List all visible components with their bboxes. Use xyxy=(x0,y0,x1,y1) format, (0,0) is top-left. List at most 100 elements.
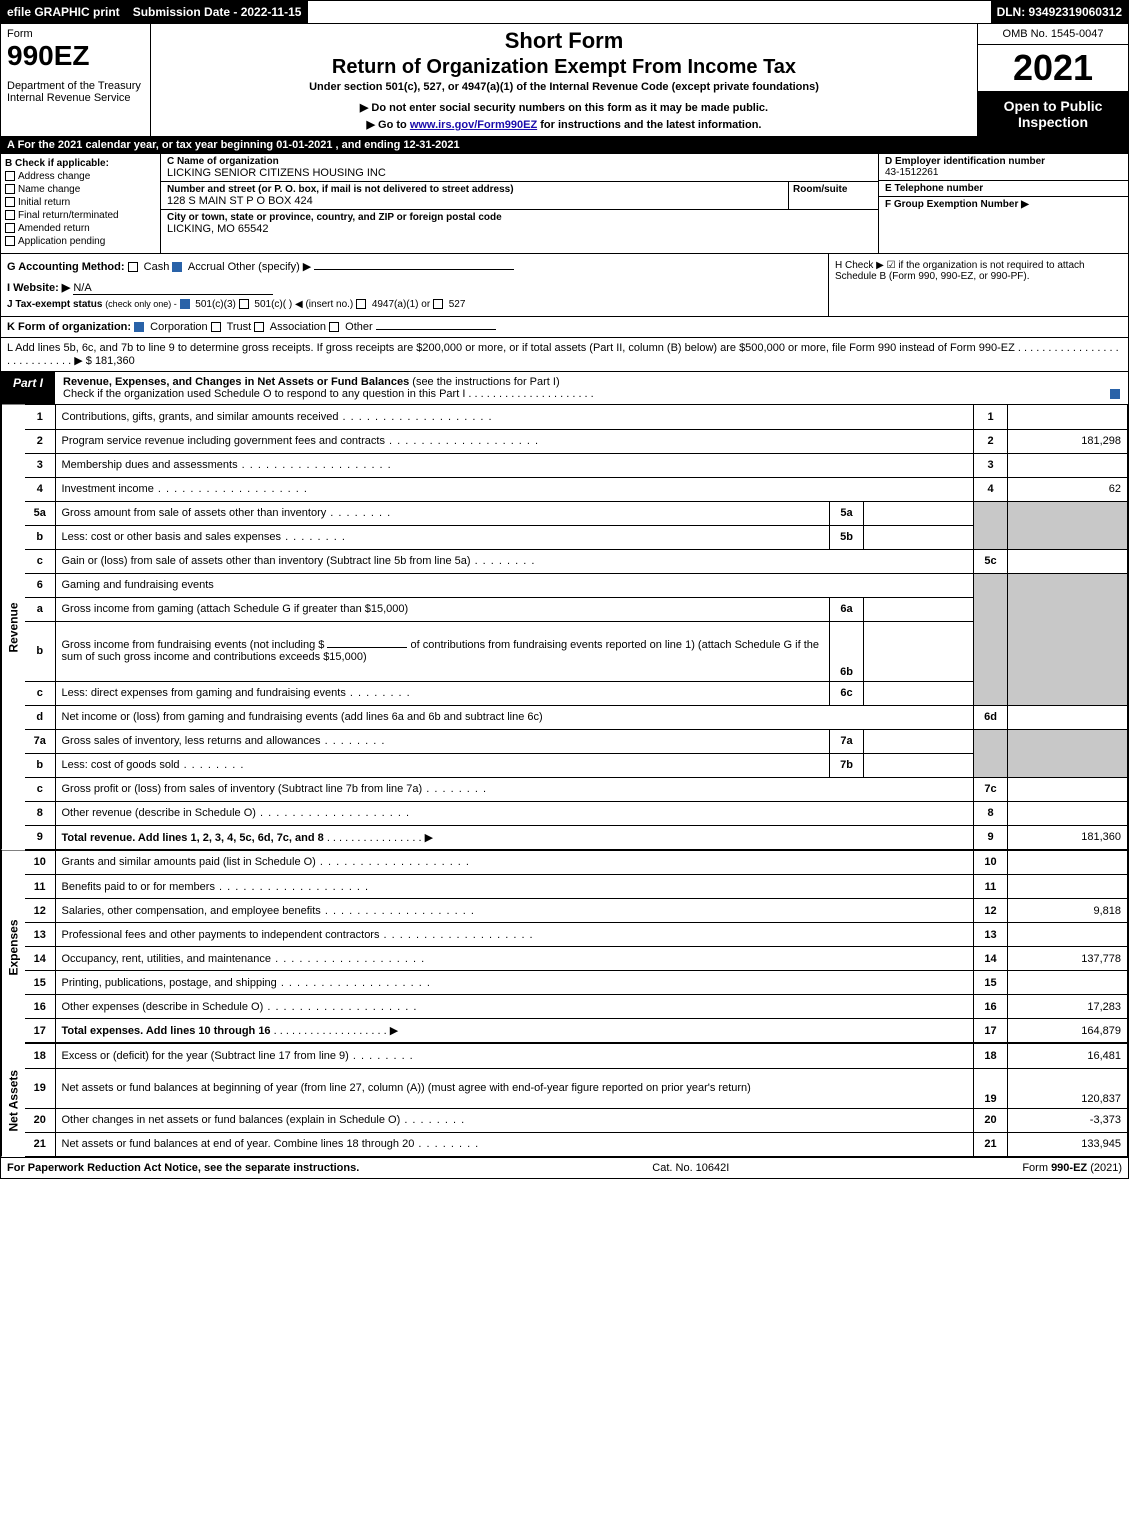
header-left: Form 990EZ Department of the Treasury In… xyxy=(1,24,151,136)
chk-application-pending[interactable]: Application pending xyxy=(5,236,156,247)
tax-status-line: J Tax-exempt status (check only one) - 5… xyxy=(7,299,822,310)
checkbox-icon[interactable] xyxy=(433,299,443,309)
line-7b: bLess: cost of goods sold7b xyxy=(25,753,1128,777)
other-org-input[interactable] xyxy=(376,329,496,330)
footer-left: For Paperwork Reduction Act Notice, see … xyxy=(7,1162,359,1174)
checkbox-checked-icon[interactable] xyxy=(172,262,182,272)
checkbox-icon[interactable] xyxy=(128,262,138,272)
revenue-section: Revenue 1Contributions, gifts, grants, a… xyxy=(0,405,1129,851)
col-def: D Employer identification number 43-1512… xyxy=(878,154,1128,253)
department: Department of the Treasury Internal Reve… xyxy=(7,80,144,104)
line-17: 17Total expenses. Add lines 10 through 1… xyxy=(25,1019,1128,1043)
line-14: 14Occupancy, rent, utilities, and mainte… xyxy=(25,947,1128,971)
ein-label: D Employer identification number xyxy=(885,156,1045,167)
line-5a: 5aGross amount from sale of assets other… xyxy=(25,501,1128,525)
go-to-pre: ▶ Go to xyxy=(367,119,410,131)
street-value: 128 S MAIN ST P O BOX 424 xyxy=(167,195,313,207)
part1-title: Revenue, Expenses, and Changes in Net As… xyxy=(55,372,1104,404)
g-label: G Accounting Method: xyxy=(7,261,125,273)
footer-right: Form 990-EZ (2021) xyxy=(1022,1162,1122,1174)
telephone-label: E Telephone number xyxy=(885,183,983,194)
street-label: Number and street (or P. O. box, if mail… xyxy=(167,184,514,195)
line-2: 2Program service revenue including gover… xyxy=(25,429,1128,453)
checkbox-checked-icon[interactable] xyxy=(134,322,144,332)
short-form-label: Short Form xyxy=(159,28,969,54)
efile-print[interactable]: efile GRAPHIC print xyxy=(1,1,127,23)
netassets-section: Net Assets 18Excess or (deficit) for the… xyxy=(0,1044,1129,1158)
line-20: 20Other changes in net assets or fund ba… xyxy=(25,1108,1128,1132)
i-label: I Website: ▶ xyxy=(7,282,70,294)
group-exemption-cell: F Group Exemption Number ▶ xyxy=(879,197,1128,253)
expenses-section: Expenses 10Grants and similar amounts pa… xyxy=(0,851,1129,1045)
col-b-header: B Check if applicable: xyxy=(5,158,156,169)
under-section: Under section 501(c), 527, or 4947(a)(1)… xyxy=(159,81,969,93)
line-1: 1Contributions, gifts, grants, and simil… xyxy=(25,405,1128,429)
open-public: Open to Public Inspection xyxy=(978,92,1128,136)
checkbox-checked-icon[interactable] xyxy=(180,299,190,309)
expenses-label: Expenses xyxy=(1,851,25,1044)
h-check: H Check ▶ ☑ if the organization is not r… xyxy=(828,254,1128,316)
line-6: 6Gaming and fundraising events xyxy=(25,573,1128,597)
line-7c: cGross profit or (loss) from sales of in… xyxy=(25,777,1128,801)
page-footer: For Paperwork Reduction Act Notice, see … xyxy=(0,1158,1129,1179)
line-6d: dNet income or (loss) from gaming and fu… xyxy=(25,705,1128,729)
k-label: K Form of organization: xyxy=(7,321,131,333)
line-15: 15Printing, publications, postage, and s… xyxy=(25,971,1128,995)
line-6c: cLess: direct expenses from gaming and f… xyxy=(25,681,1128,705)
go-to-post: for instructions and the latest informat… xyxy=(537,119,761,131)
line-13: 13Professional fees and other payments t… xyxy=(25,923,1128,947)
line-12: 12Salaries, other compensation, and empl… xyxy=(25,899,1128,923)
topbar-spacer xyxy=(308,1,990,23)
line-6a: aGross income from gaming (attach Schedu… xyxy=(25,597,1128,621)
form-number: 990EZ xyxy=(7,40,144,72)
checkbox-icon[interactable] xyxy=(356,299,366,309)
telephone-cell: E Telephone number xyxy=(879,181,1128,197)
part1-checkbox[interactable] xyxy=(1104,372,1128,404)
checkbox-icon[interactable] xyxy=(239,299,249,309)
l-line: L Add lines 5b, 6c, and 7b to line 9 to … xyxy=(0,338,1129,372)
line-21: 21Net assets or fund balances at end of … xyxy=(25,1132,1128,1156)
website-value: N/A xyxy=(73,282,273,295)
checkbox-icon[interactable] xyxy=(329,322,339,332)
line-16: 16Other expenses (describe in Schedule O… xyxy=(25,995,1128,1019)
contrib-input[interactable] xyxy=(327,647,407,648)
line-8: 8Other revenue (describe in Schedule O)8 xyxy=(25,801,1128,825)
chk-address-change[interactable]: Address change xyxy=(5,171,156,182)
checkbox-icon xyxy=(5,236,15,246)
part1-tab: Part I xyxy=(1,372,55,404)
form-header: Form 990EZ Department of the Treasury In… xyxy=(0,24,1129,137)
accounting-method-line: G Accounting Method: Cash Accrual Other … xyxy=(7,260,822,273)
go-to-line: ▶ Go to www.irs.gov/Form990EZ for instru… xyxy=(159,118,969,131)
info-block: B Check if applicable: Address change Na… xyxy=(0,154,1129,254)
return-title: Return of Organization Exempt From Incom… xyxy=(159,56,969,79)
chk-amended-return[interactable]: Amended return xyxy=(5,223,156,234)
header-center: Short Form Return of Organization Exempt… xyxy=(151,24,978,136)
tax-year: 2021 xyxy=(978,45,1128,92)
line-5b: bLess: cost or other basis and sales exp… xyxy=(25,525,1128,549)
group-exemption-label: F Group Exemption Number ▶ xyxy=(885,199,1029,210)
do-not-enter: ▶ Do not enter social security numbers o… xyxy=(159,101,969,114)
k-line: K Form of organization: Corporation Trus… xyxy=(0,317,1129,338)
chk-initial-return[interactable]: Initial return xyxy=(5,197,156,208)
line-9: 9Total revenue. Add lines 1, 2, 3, 4, 5c… xyxy=(25,825,1128,849)
checkbox-icon[interactable] xyxy=(211,322,221,332)
chk-name-change[interactable]: Name change xyxy=(5,184,156,195)
line-11: 11Benefits paid to or for members11 xyxy=(25,875,1128,899)
line-3: 3Membership dues and assessments3 xyxy=(25,453,1128,477)
revenue-table: 1Contributions, gifts, grants, and simil… xyxy=(25,405,1128,850)
line-6b: bGross income from fundraising events (n… xyxy=(25,621,1128,681)
chk-final-return[interactable]: Final return/terminated xyxy=(5,210,156,221)
submission-date: Submission Date - 2022-11-15 xyxy=(127,1,309,23)
top-bar: efile GRAPHIC print Submission Date - 20… xyxy=(0,0,1129,24)
irs-link[interactable]: www.irs.gov/Form990EZ xyxy=(410,119,537,131)
website-line: I Website: ▶ N/A xyxy=(7,281,822,295)
city-value: LICKING, MO 65542 xyxy=(167,223,269,235)
omb-number: OMB No. 1545-0047 xyxy=(978,24,1128,45)
netassets-label: Net Assets xyxy=(1,1044,25,1157)
netassets-table: 18Excess or (deficit) for the year (Subt… xyxy=(25,1044,1128,1157)
checkbox-icon xyxy=(5,197,15,207)
street-row: Number and street (or P. O. box, if mail… xyxy=(161,182,878,210)
checkbox-icon[interactable] xyxy=(254,322,264,332)
gh-block: G Accounting Method: Cash Accrual Other … xyxy=(0,254,1129,317)
other-specify-input[interactable] xyxy=(314,269,514,270)
